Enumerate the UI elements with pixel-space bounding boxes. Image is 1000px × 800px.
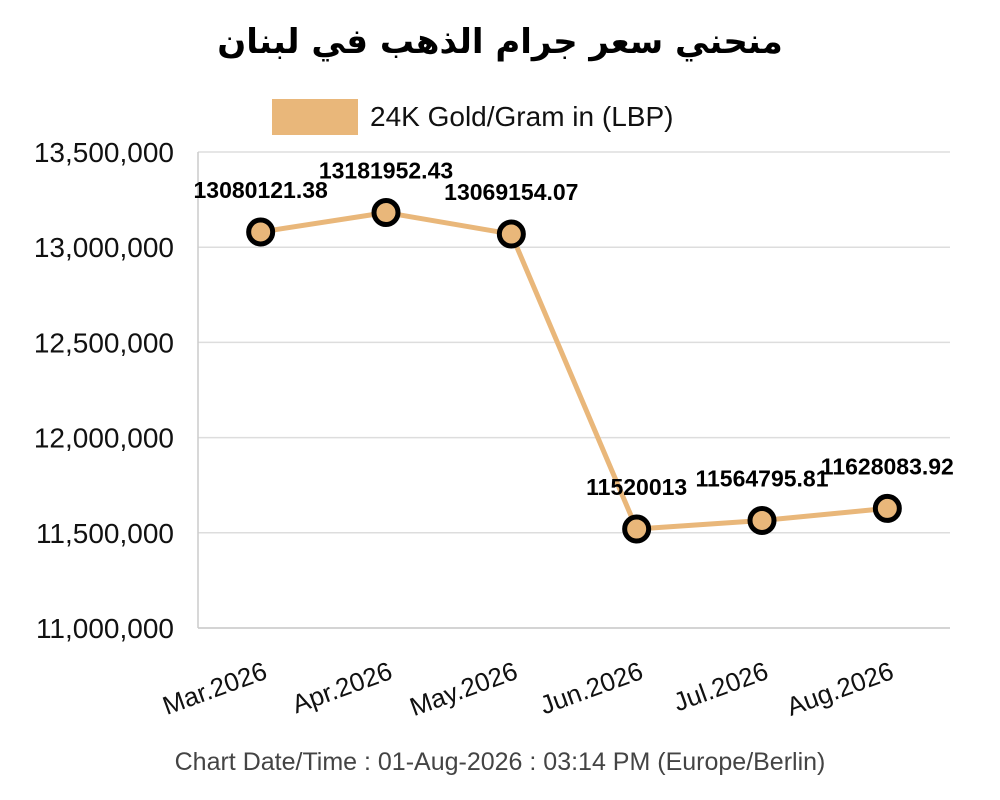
legend-label: 24K Gold/Gram in (LBP)	[370, 101, 674, 132]
data-label: 11520013	[586, 474, 687, 500]
x-tick-label: Aug.2026	[783, 655, 898, 721]
data-point[interactable]	[371, 198, 401, 228]
x-tick-label: Mar.2026	[159, 655, 271, 720]
x-tick-label: May.2026	[406, 655, 522, 722]
y-tick-label: 11,500,000	[36, 518, 174, 549]
x-tick-label: Jul.2026	[669, 655, 772, 717]
chart-title: منحني سعر جرام الذهب في لبنان	[217, 22, 783, 62]
data-label: 11628083.92	[821, 453, 954, 479]
data-point[interactable]	[747, 505, 777, 535]
data-point[interactable]	[872, 493, 902, 523]
legend[interactable]: 24K Gold/Gram in (LBP)	[272, 98, 673, 136]
data-label: 13181952.43	[319, 158, 453, 184]
y-tick-label: 12,500,000	[34, 327, 174, 358]
data-point[interactable]	[246, 217, 276, 247]
y-tick-label: 13,000,000	[34, 232, 174, 263]
x-tick-label: Jun.2026	[536, 655, 647, 720]
axes	[197, 152, 950, 629]
y-tick-label: 13,500,000	[34, 137, 174, 168]
y-tick-labels: 11,000,000 11,500,000 12,000,000 12,500,000…	[34, 137, 174, 644]
x-tick-labels: Mar.2026 Apr.2026 May.2026 Jun.2026 Jul.2026…	[159, 655, 898, 722]
x-tick-label: Apr.2026	[288, 655, 396, 719]
series-line-group	[258, 210, 890, 532]
data-point[interactable]	[622, 514, 652, 544]
y-tick-label: 11,000,000	[36, 613, 174, 644]
data-point[interactable]	[496, 219, 526, 249]
data-label: 13080121.38	[194, 177, 329, 203]
data-label: 11564795.81	[695, 465, 828, 491]
legend-swatch	[272, 99, 358, 135]
data-label: 13069154.07	[444, 179, 578, 205]
chart-footer: Chart Date/Time : 01-Aug-2026 : 03:14 PM…	[174, 748, 826, 776]
series-line	[258, 210, 890, 532]
y-tick-label: 12,000,000	[34, 423, 174, 454]
data-points	[246, 198, 902, 544]
